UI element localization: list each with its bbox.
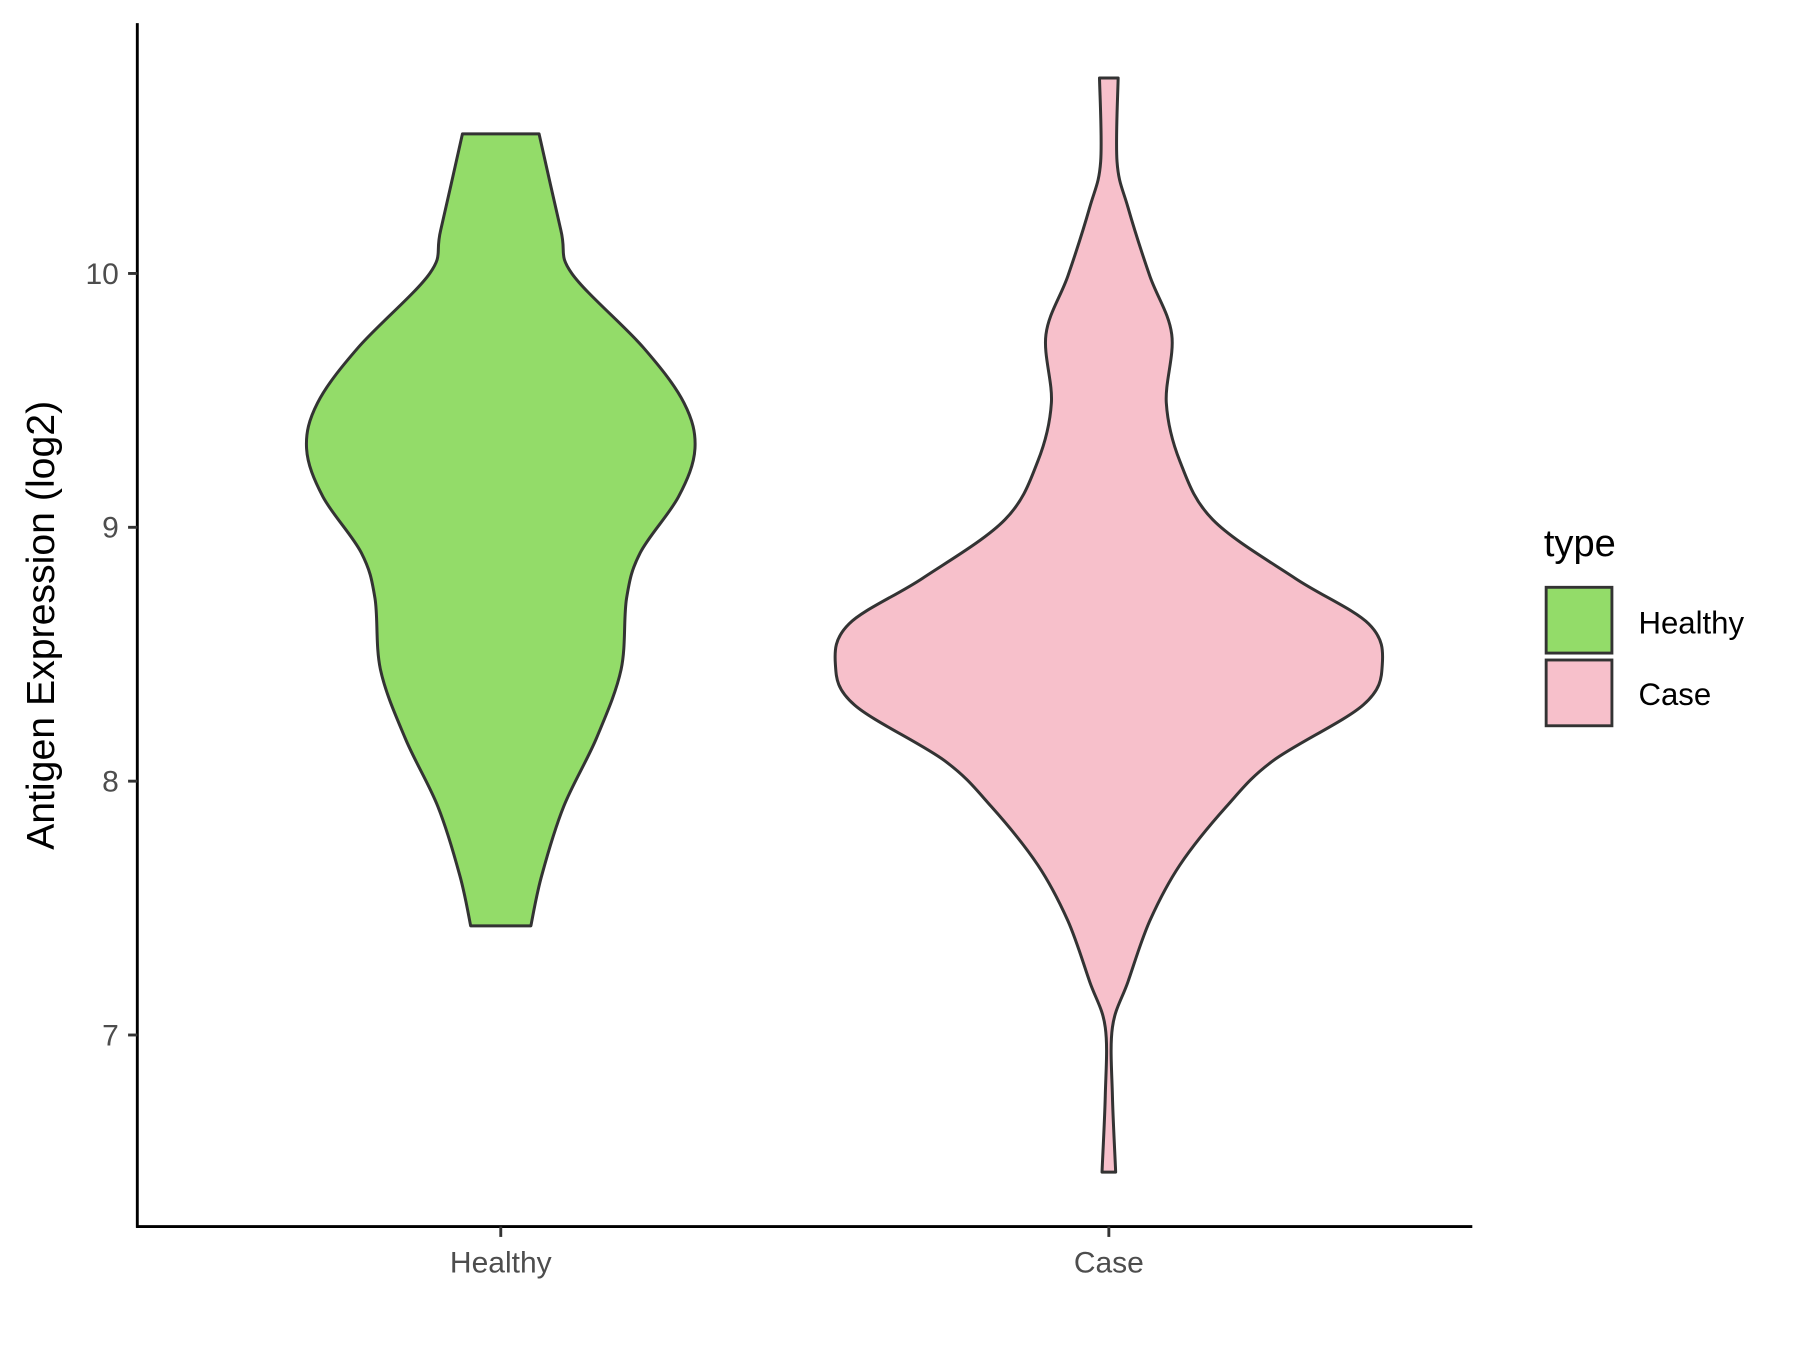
legend: type Healthy Case bbox=[1544, 523, 1744, 728]
legend-label-case: Case bbox=[1638, 677, 1711, 712]
x-ticks: Healthy Case bbox=[450, 1226, 1144, 1280]
violin-case bbox=[833, 76, 1385, 1174]
legend-title: type bbox=[1544, 523, 1616, 565]
x-tick-label-healthy: Healthy bbox=[450, 1247, 552, 1280]
violins bbox=[304, 76, 1385, 1174]
y-tick-label: 10 bbox=[85, 258, 118, 291]
x-tick-label-case: Case bbox=[1074, 1247, 1144, 1280]
violin-healthy bbox=[304, 132, 697, 928]
y-tick-label: 7 bbox=[102, 1019, 119, 1052]
legend-label-healthy: Healthy bbox=[1638, 605, 1744, 640]
legend-key-healthy bbox=[1544, 585, 1614, 655]
y-ticks: 7 8 9 10 bbox=[85, 258, 138, 1052]
y-tick-label: 8 bbox=[102, 766, 119, 799]
y-axis-title: Antigen Expression (log2) bbox=[19, 401, 63, 850]
y-tick-label: 9 bbox=[102, 512, 119, 545]
legend-key-case bbox=[1544, 658, 1614, 728]
